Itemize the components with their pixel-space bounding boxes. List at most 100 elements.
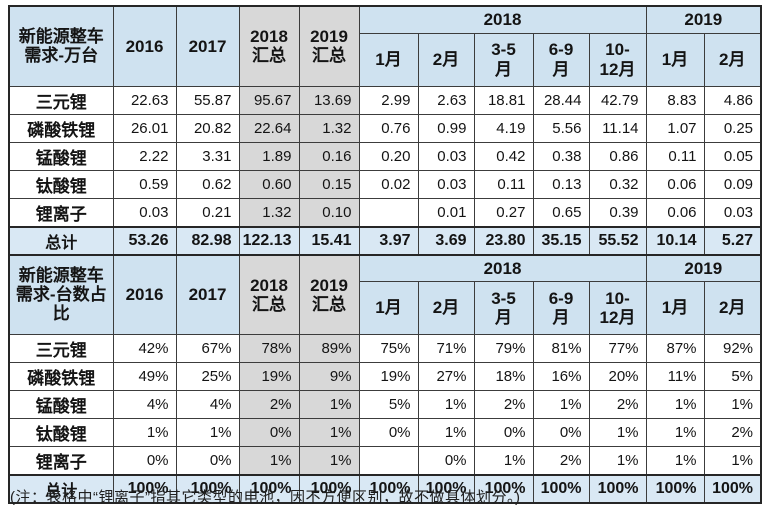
data-cell: 1% — [703, 390, 762, 419]
data-cell: 1% — [298, 446, 360, 476]
data-cell: 5% — [358, 390, 419, 419]
data-cell: 35.15 — [532, 225, 590, 255]
data-cell: 0% — [238, 418, 300, 447]
table2-corner-label: 新能源整车需求-台数占比 — [8, 254, 114, 335]
data-cell: 11.14 — [588, 113, 647, 143]
col-header-2017: 2017 — [175, 254, 240, 335]
data-cell: 0.11 — [645, 141, 705, 171]
data-cell: 1% — [645, 390, 705, 419]
data-cell: 87% — [645, 334, 705, 363]
data-cell: 15.41 — [298, 225, 360, 255]
data-cell: 95.67 — [238, 85, 300, 115]
data-cell: 27% — [417, 362, 475, 391]
data-cell: 0.09 — [703, 169, 762, 199]
table-row: 锂离子 0.03 0.21 1.32 0.10 0.01 0.27 0.65 0… — [8, 197, 762, 227]
table-row: 锂离子 0% 0% 1% 1% 0% 1% 2% 1% 1% 1% — [8, 446, 762, 476]
row-label: 总计 — [8, 225, 114, 255]
month-col-2019-feb: 2月 — [703, 281, 762, 335]
row-label: 三元锂 — [8, 85, 114, 115]
col-header-2018-sum: 2018 汇总 — [238, 254, 300, 335]
data-cell: 0.39 — [588, 197, 647, 227]
data-cell: 0% — [473, 418, 534, 447]
data-cell: 0.11 — [473, 169, 534, 199]
data-cell: 1% — [588, 418, 647, 447]
data-cell: 2.63 — [417, 85, 475, 115]
data-cell: 0% — [175, 446, 240, 476]
data-cell: 3.69 — [417, 225, 475, 255]
data-cell: 1% — [703, 446, 762, 476]
data-cell: 3.31 — [175, 141, 240, 171]
data-cell: 1% — [645, 446, 705, 476]
data-cell: 0.03 — [112, 197, 177, 227]
data-cell: 1% — [645, 418, 705, 447]
month-col-2018-jun-sep: 6-9 月 — [532, 281, 590, 335]
data-cell: 0.21 — [175, 197, 240, 227]
row-label: 锰酸锂 — [8, 141, 114, 171]
row-label: 磷酸铁锂 — [8, 113, 114, 143]
data-cell: 23.80 — [473, 225, 534, 255]
data-cell: 53.26 — [112, 225, 177, 255]
data-cell: 100% — [645, 474, 705, 504]
data-cell: 1% — [175, 418, 240, 447]
data-cell: 0.65 — [532, 197, 590, 227]
row-label: 钛酸锂 — [8, 169, 114, 199]
data-cell: 0.03 — [417, 169, 475, 199]
data-cell: 0.06 — [645, 169, 705, 199]
data-cell: 100% — [588, 474, 647, 504]
total-row: 总计 100% 100% 100% 100% 100% 100% 100% 10… — [8, 474, 762, 504]
data-cell: 1% — [298, 390, 360, 419]
data-cell: 1% — [238, 446, 300, 476]
data-cell: 55.87 — [175, 85, 240, 115]
data-cell: 28.44 — [532, 85, 590, 115]
footnote: (注：表格中“锂离子”指其它类型的电池，因不方便区别，故不做具体划分。) — [10, 489, 521, 506]
data-cell: 5.27 — [703, 225, 762, 255]
row-label: 总计 — [8, 474, 114, 504]
col-header-2019-sum: 2019 汇总 — [298, 5, 360, 87]
data-cell: 26.01 — [112, 113, 177, 143]
table-row: 锰酸锂 2.22 3.31 1.89 0.16 0.20 0.03 0.42 0… — [8, 141, 762, 171]
data-cell: 4% — [112, 390, 177, 419]
data-cell: 19% — [358, 362, 419, 391]
data-cell: 0.27 — [473, 197, 534, 227]
month-col-2019-jan: 1月 — [645, 32, 705, 87]
col-header-2016: 2016 — [112, 5, 177, 87]
data-cell: 13.69 — [298, 85, 360, 115]
data-cell: 1.89 — [238, 141, 300, 171]
data-cell: 75% — [358, 334, 419, 363]
data-cell: 1% — [588, 446, 647, 476]
data-cell: 0.76 — [358, 113, 419, 143]
data-cell — [358, 197, 419, 227]
month-col-2018-oct-dec: 10- 12月 — [588, 281, 647, 335]
row-label: 三元锂 — [8, 334, 114, 363]
data-cell: 55.52 — [588, 225, 647, 255]
data-cell: 0.06 — [645, 197, 705, 227]
data-cell: 0% — [532, 418, 590, 447]
month-col-2018-jan: 1月 — [358, 281, 419, 335]
demand-volume-table: 新能源整车需求-万台 2016 2017 2018 汇总 2019 汇总 201… — [8, 5, 763, 256]
data-cell: 81% — [532, 334, 590, 363]
data-cell: 0.01 — [417, 197, 475, 227]
data-cell: 20.82 — [175, 113, 240, 143]
data-cell: 2.22 — [112, 141, 177, 171]
data-cell: 4.19 — [473, 113, 534, 143]
data-cell: 0.13 — [532, 169, 590, 199]
data-cell: 2% — [703, 418, 762, 447]
data-cell: 16% — [532, 362, 590, 391]
data-cell: 10.14 — [645, 225, 705, 255]
data-cell: 1% — [532, 390, 590, 419]
table-row: 钛酸锂 1% 1% 0% 1% 0% 1% 0% 0% 1% 1% 2% — [8, 418, 762, 447]
table-row: 钛酸锂 0.59 0.62 0.60 0.15 0.02 0.03 0.11 0… — [8, 169, 762, 199]
table-row: 磷酸铁锂 49% 25% 19% 9% 19% 27% 18% 16% 20% … — [8, 362, 762, 391]
data-cell: 1% — [112, 418, 177, 447]
data-cell: 11% — [645, 362, 705, 391]
data-cell — [358, 446, 419, 476]
data-cell: 0.20 — [358, 141, 419, 171]
data-cell: 1% — [473, 446, 534, 476]
spreadsheet-area: 新能源整车需求-万台 2016 2017 2018 汇总 2019 汇总 201… — [8, 5, 763, 504]
month-col-2018-jun-sep: 6-9 月 — [532, 32, 590, 87]
month-col-2018-oct-dec: 10- 12月 — [588, 32, 647, 87]
data-cell: 0.59 — [112, 169, 177, 199]
data-cell: 2% — [473, 390, 534, 419]
month-col-2018-feb: 2月 — [417, 32, 475, 87]
month-col-2018-jan: 1月 — [358, 32, 419, 87]
